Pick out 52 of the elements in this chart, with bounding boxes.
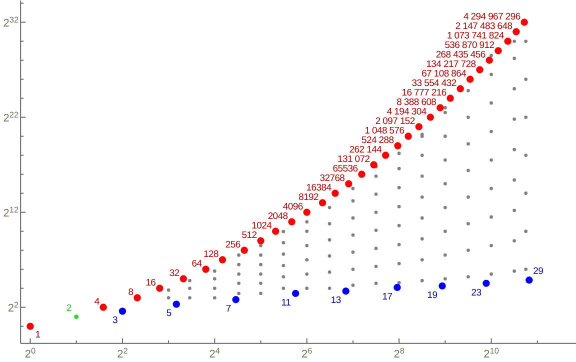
data-label: 29 xyxy=(533,266,544,278)
y-tick-label: 2$^{22}$ xyxy=(3,110,19,124)
data-label: 65536 xyxy=(332,163,358,174)
y-tick-label: 2$^{32}$ xyxy=(3,14,19,30)
data-label: 32768 xyxy=(320,172,345,184)
data-label: 256 xyxy=(225,239,240,250)
data-label: 4 294 967 296 xyxy=(463,11,520,22)
data-label: 64 xyxy=(192,258,202,270)
x-tick-label: 2$^{4}$ xyxy=(209,346,220,360)
data-label: 8 388 608 xyxy=(396,96,436,108)
data-label: 4 194 304 xyxy=(386,106,426,118)
data-label: 128 xyxy=(204,248,219,260)
data-label: 17 xyxy=(382,291,392,302)
x-tick-label: 2$^{0}$ xyxy=(24,346,36,360)
data-label: 2048 xyxy=(268,210,288,222)
data-label: 1024 xyxy=(252,220,272,232)
data-label: 3 xyxy=(112,315,118,326)
data-label: 512 xyxy=(242,230,257,241)
x-tick-label: 2$^{10}$ xyxy=(484,346,500,360)
data-label: 268 435 456 xyxy=(436,49,486,60)
x-tick-label: 2$^{8}$ xyxy=(394,346,405,360)
y-tick-label: 2$^{12}$ xyxy=(3,204,19,220)
data-label: 262 144 xyxy=(349,144,382,156)
data-label: 7 xyxy=(226,304,231,315)
data-label: 1 048 576 xyxy=(364,125,404,136)
x-tick-label: 2$^{2}$ xyxy=(117,346,128,360)
data-label: 536 870 912 xyxy=(444,40,494,51)
data-label: 8192 xyxy=(298,192,319,203)
data-label: 1 073 741 824 xyxy=(446,30,504,42)
data-label: 33 554 432 xyxy=(412,78,456,89)
data-label: 16384 xyxy=(306,182,332,194)
data-label: 2 xyxy=(66,302,72,314)
data-label: 4096 xyxy=(282,201,303,212)
data-label: 1 xyxy=(35,329,40,340)
data-label: 4 xyxy=(94,296,100,308)
data-label: 2 147 483 648 xyxy=(455,20,512,32)
data-label: 8 xyxy=(128,286,134,298)
data-label: 16 xyxy=(146,277,156,288)
data-label: 134 217 728 xyxy=(426,58,476,70)
y-tick-label: 2$^{2}$ xyxy=(8,300,20,314)
data-label: 5 xyxy=(166,308,172,320)
x-tick-label: 2$^{6}$ xyxy=(302,346,313,360)
data-label: 2 097 152 xyxy=(375,116,415,127)
data-label: 131 072 xyxy=(338,154,370,165)
data-label: 11 xyxy=(281,297,291,308)
data-label: 32 xyxy=(169,268,180,279)
data-label: 524 288 xyxy=(362,134,394,146)
data-label: 13 xyxy=(330,295,341,306)
data-label: 16 777 216 xyxy=(402,87,446,98)
data-label: 67 108 864 xyxy=(422,68,466,80)
data-label: 23 xyxy=(471,287,482,298)
data-label: 19 xyxy=(427,290,438,301)
